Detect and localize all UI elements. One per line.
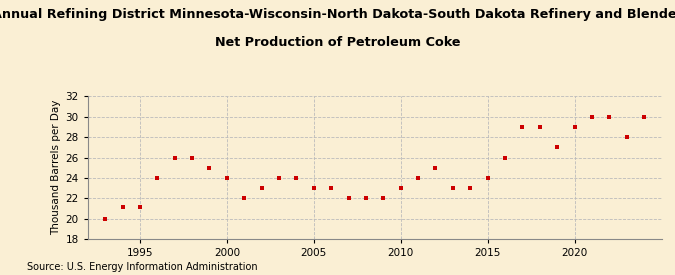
Point <box>517 125 528 129</box>
Point <box>187 155 198 160</box>
Point <box>221 176 232 180</box>
Text: Net Production of Petroleum Coke: Net Production of Petroleum Coke <box>215 36 460 49</box>
Point <box>343 196 354 200</box>
Y-axis label: Thousand Barrels per Day: Thousand Barrels per Day <box>51 100 61 235</box>
Point <box>551 145 562 150</box>
Point <box>152 176 163 180</box>
Point <box>291 176 302 180</box>
Text: Annual Refining District Minnesota-Wisconsin-North Dakota-South Dakota Refinery : Annual Refining District Minnesota-Wisco… <box>0 8 675 21</box>
Point <box>412 176 423 180</box>
Point <box>535 125 545 129</box>
Point <box>396 186 406 190</box>
Point <box>604 114 615 119</box>
Point <box>378 196 389 200</box>
Point <box>308 186 319 190</box>
Point <box>482 176 493 180</box>
Text: Source: U.S. Energy Information Administration: Source: U.S. Energy Information Administ… <box>27 262 258 272</box>
Point <box>117 204 128 209</box>
Point <box>430 166 441 170</box>
Point <box>360 196 371 200</box>
Point <box>500 155 510 160</box>
Point <box>587 114 597 119</box>
Point <box>569 125 580 129</box>
Point <box>256 186 267 190</box>
Point <box>448 186 458 190</box>
Point <box>100 217 111 221</box>
Point <box>639 114 649 119</box>
Point <box>621 135 632 139</box>
Point <box>204 166 215 170</box>
Point <box>169 155 180 160</box>
Point <box>465 186 476 190</box>
Point <box>239 196 250 200</box>
Point <box>273 176 284 180</box>
Point <box>326 186 337 190</box>
Point <box>134 204 145 209</box>
